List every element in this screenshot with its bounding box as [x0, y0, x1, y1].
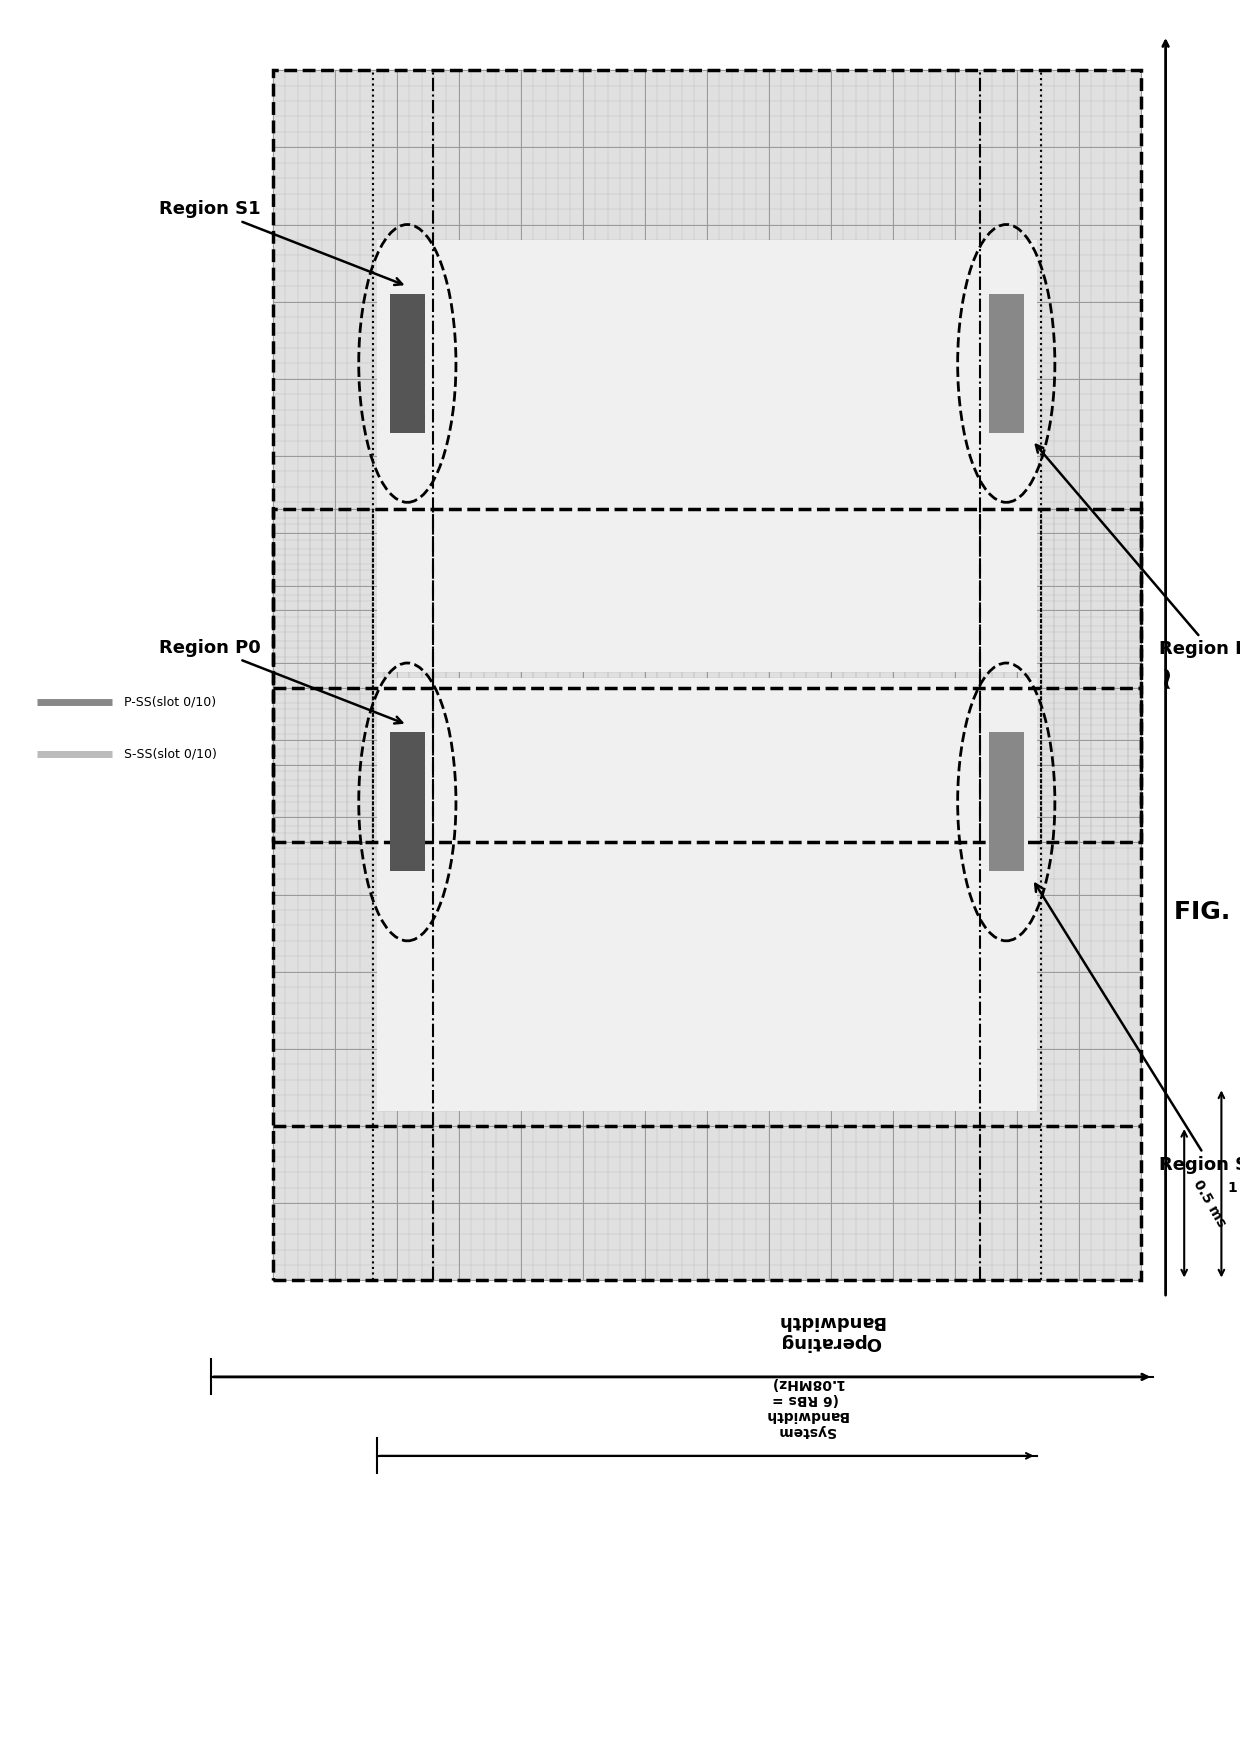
Bar [389, 295, 424, 433]
Bar [988, 733, 1023, 872]
Text: S-SS(slot 0/10): S-SS(slot 0/10) [124, 747, 217, 761]
Text: System
Bandwidth
(6 RBs =
1.08MHz): System Bandwidth (6 RBs = 1.08MHz) [764, 1375, 848, 1438]
Text: ~: ~ [1151, 663, 1180, 688]
Text: P-SS(slot 0/10): P-SS(slot 0/10) [124, 695, 216, 709]
Bar [389, 733, 424, 872]
Bar [377, 679, 1037, 1110]
Text: Region P1: Region P1 [1035, 446, 1240, 658]
Bar [273, 70, 1141, 842]
Text: FIG. 2: FIG. 2 [1174, 900, 1240, 924]
Bar [273, 509, 1141, 1280]
Text: Region S0: Region S0 [1035, 884, 1240, 1173]
Text: Operating
Bandwidth: Operating Bandwidth [776, 1312, 885, 1351]
Text: Region S1: Region S1 [159, 200, 402, 284]
Bar [273, 70, 1141, 842]
Text: 0.5 ms: 0.5 ms [1190, 1177, 1229, 1230]
Bar [377, 240, 1037, 672]
Text: 1 ms: 1 ms [1228, 1180, 1240, 1194]
Text: Region P0: Region P0 [159, 638, 402, 723]
Bar [988, 295, 1023, 433]
Bar [273, 509, 1141, 1280]
